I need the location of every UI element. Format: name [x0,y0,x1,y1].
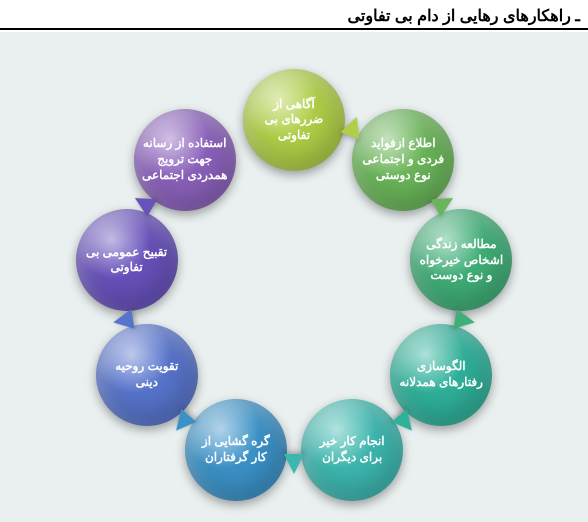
cycle-node-label: مطالعه زندگی اشخاص خیرخواه و نوع دوست [418,237,504,284]
cycle-node-label: انجام کار خیر برای دیگران [309,434,395,465]
diagram-canvas: آگاهی از ضررهای بی تفاوتی اطلاع ازفواید ف… [0,32,588,522]
page-title: ـ راهکارهای رهایی از دام بی تفاوتی [0,6,588,30]
cycle-node-label: الگوسازی رفتارهای همدلانه [398,359,484,390]
cycle-node: تقبیح عمومی بی تفاوتی [76,209,178,311]
cycle-node: گره گشایی از کار گرفتاران [185,399,287,501]
cycle-node-label: گره گشایی از کار گرفتاران [193,434,279,465]
cycle-node: مطالعه زندگی اشخاص خیرخواه و نوع دوست [410,209,512,311]
title-text: ـ راهکارهای رهایی از دام بی تفاوتی [348,8,580,25]
cycle-node: آگاهی از ضررهای بی تفاوتی [243,69,345,171]
cycle-node-label: تقبیح عمومی بی تفاوتی [84,245,170,276]
cycle-arrow-icon [115,308,138,331]
cycle-node-label: تقویت روحیه دینی [104,359,190,390]
cycle-arrow-icon [450,308,473,331]
cycle-node-label: استفاده از رسانه جهت ترویج همدردی اجتماع… [142,136,228,183]
cycle-node-label: آگاهی از ضررهای بی تفاوتی [251,97,337,144]
cycle-node: انجام کار خیر برای دیگران [301,399,403,501]
cycle-node-label: اطلاع ازفواید فردی و اجتماعی نوع دوستی [360,136,446,183]
cycle-arrow-icon [284,450,304,470]
